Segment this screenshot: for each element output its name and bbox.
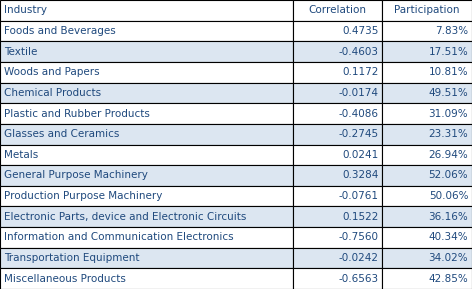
Bar (382, 248, 472, 268)
Bar (293, 62, 382, 83)
Bar (0, 268, 293, 289)
Text: 49.51%: 49.51% (429, 88, 468, 98)
Text: Woods and Papers: Woods and Papers (4, 67, 100, 77)
Bar (382, 165, 472, 186)
Bar (382, 186, 472, 206)
Text: Metals: Metals (4, 150, 38, 160)
Text: Industry: Industry (4, 5, 47, 15)
Text: 52.06%: 52.06% (429, 171, 468, 180)
Bar (382, 21, 472, 41)
Bar (0, 206, 293, 227)
Text: -0.0761: -0.0761 (338, 191, 379, 201)
Text: -0.2745: -0.2745 (338, 129, 379, 139)
Text: 42.85%: 42.85% (429, 274, 468, 284)
Bar (382, 62, 472, 83)
Text: Transportation Equipment: Transportation Equipment (4, 253, 139, 263)
Bar (293, 165, 382, 186)
Bar (382, 0, 472, 21)
Bar (382, 124, 472, 144)
Text: -0.0174: -0.0174 (338, 88, 379, 98)
Text: 0.0241: 0.0241 (342, 150, 379, 160)
Text: General Purpose Machinery: General Purpose Machinery (4, 171, 148, 180)
Text: 7.83%: 7.83% (435, 26, 468, 36)
Bar (382, 41, 472, 62)
Text: 26.94%: 26.94% (429, 150, 468, 160)
Text: Textile: Textile (4, 47, 37, 57)
Text: -0.6563: -0.6563 (338, 274, 379, 284)
Bar (0, 83, 293, 103)
Bar (382, 227, 472, 248)
Text: 17.51%: 17.51% (429, 47, 468, 57)
Bar (0, 144, 293, 165)
Text: Participation: Participation (395, 5, 460, 15)
Bar (293, 206, 382, 227)
Bar (382, 206, 472, 227)
Bar (293, 227, 382, 248)
Bar (0, 21, 293, 41)
Bar (382, 268, 472, 289)
Bar (293, 186, 382, 206)
Text: 40.34%: 40.34% (429, 232, 468, 242)
Bar (382, 83, 472, 103)
Bar (382, 103, 472, 124)
Text: Foods and Beverages: Foods and Beverages (4, 26, 116, 36)
Text: Plastic and Rubber Products: Plastic and Rubber Products (4, 109, 150, 118)
Text: Information and Communication Electronics: Information and Communication Electronic… (4, 232, 233, 242)
Bar (0, 227, 293, 248)
Text: -0.0242: -0.0242 (338, 253, 379, 263)
Bar (0, 124, 293, 144)
Text: 31.09%: 31.09% (429, 109, 468, 118)
Text: Correlation: Correlation (309, 5, 366, 15)
Text: 36.16%: 36.16% (429, 212, 468, 222)
Bar (293, 0, 382, 21)
Bar (0, 248, 293, 268)
Text: -0.7560: -0.7560 (338, 232, 379, 242)
Text: -0.4603: -0.4603 (338, 47, 379, 57)
Bar (0, 0, 293, 21)
Text: 50.06%: 50.06% (429, 191, 468, 201)
Bar (293, 124, 382, 144)
Text: Miscellaneous Products: Miscellaneous Products (4, 274, 126, 284)
Text: 10.81%: 10.81% (429, 67, 468, 77)
Text: 34.02%: 34.02% (429, 253, 468, 263)
Text: Glasses and Ceramics: Glasses and Ceramics (4, 129, 119, 139)
Bar (293, 268, 382, 289)
Bar (293, 41, 382, 62)
Bar (293, 144, 382, 165)
Bar (0, 165, 293, 186)
Text: 23.31%: 23.31% (429, 129, 468, 139)
Bar (0, 186, 293, 206)
Bar (293, 83, 382, 103)
Text: 0.3284: 0.3284 (342, 171, 379, 180)
Text: 0.1172: 0.1172 (342, 67, 379, 77)
Bar (293, 248, 382, 268)
Bar (293, 21, 382, 41)
Text: -0.4086: -0.4086 (338, 109, 379, 118)
Text: Production Purpose Machinery: Production Purpose Machinery (4, 191, 162, 201)
Bar (0, 103, 293, 124)
Bar (0, 62, 293, 83)
Bar (293, 103, 382, 124)
Text: Electronic Parts, device and Electronic Circuits: Electronic Parts, device and Electronic … (4, 212, 246, 222)
Text: Chemical Products: Chemical Products (4, 88, 101, 98)
Text: 0.1522: 0.1522 (342, 212, 379, 222)
Bar (0, 41, 293, 62)
Bar (382, 144, 472, 165)
Text: 0.4735: 0.4735 (342, 26, 379, 36)
